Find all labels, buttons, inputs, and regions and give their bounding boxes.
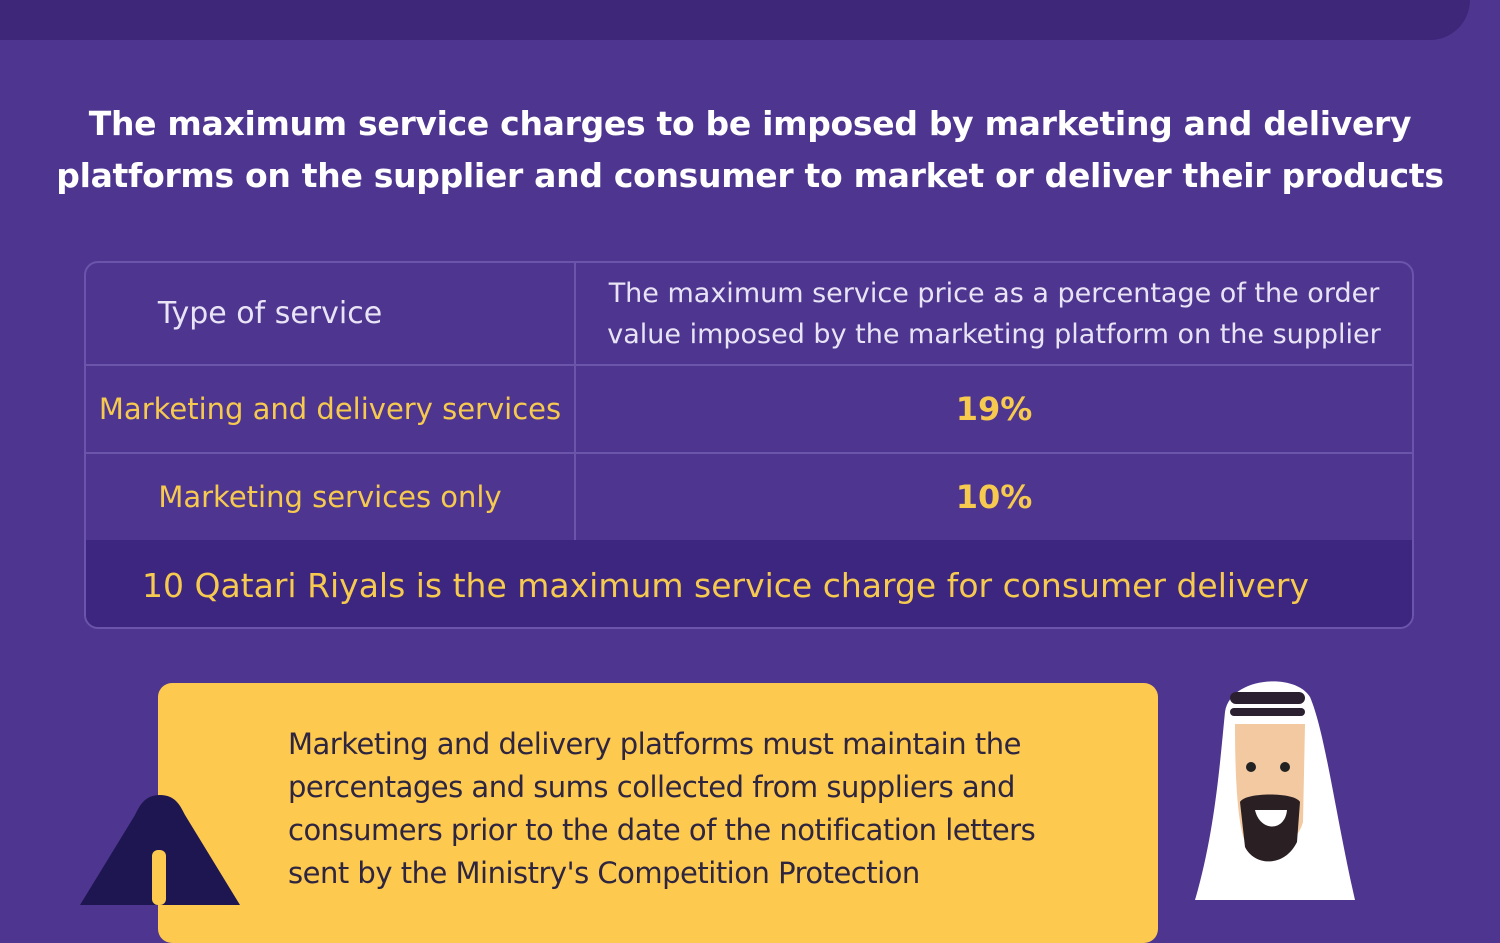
max-percentage-value: 19% — [955, 390, 1033, 428]
service-charges-table: Type of service The maximum service pric… — [84, 261, 1414, 629]
page-title: The maximum service charges to be impose… — [56, 104, 1444, 195]
table-row: Marketing services only 10% — [86, 454, 1412, 540]
header-max-percentage: The maximum service price as a percentag… — [607, 277, 1381, 350]
table-row: Marketing and delivery services 19% — [86, 366, 1412, 454]
person-illustration — [1195, 681, 1355, 900]
header-type-of-service: Type of service — [157, 296, 383, 331]
service-label: Marketing and delivery services — [98, 392, 562, 426]
service-label: Marketing services only — [158, 480, 502, 514]
top-banner — [0, 0, 1470, 40]
table-footer-delivery-charge: 10 Qatari Riyals is the maximum service … — [86, 540, 1412, 627]
note-text: Marketing and delivery platforms must ma… — [288, 727, 1036, 890]
table-header-row: Type of service The maximum service pric… — [86, 263, 1412, 366]
note-box: Marketing and delivery platforms must ma… — [158, 683, 1158, 943]
max-percentage-value: 10% — [955, 478, 1033, 516]
warning-icon — [80, 795, 240, 905]
